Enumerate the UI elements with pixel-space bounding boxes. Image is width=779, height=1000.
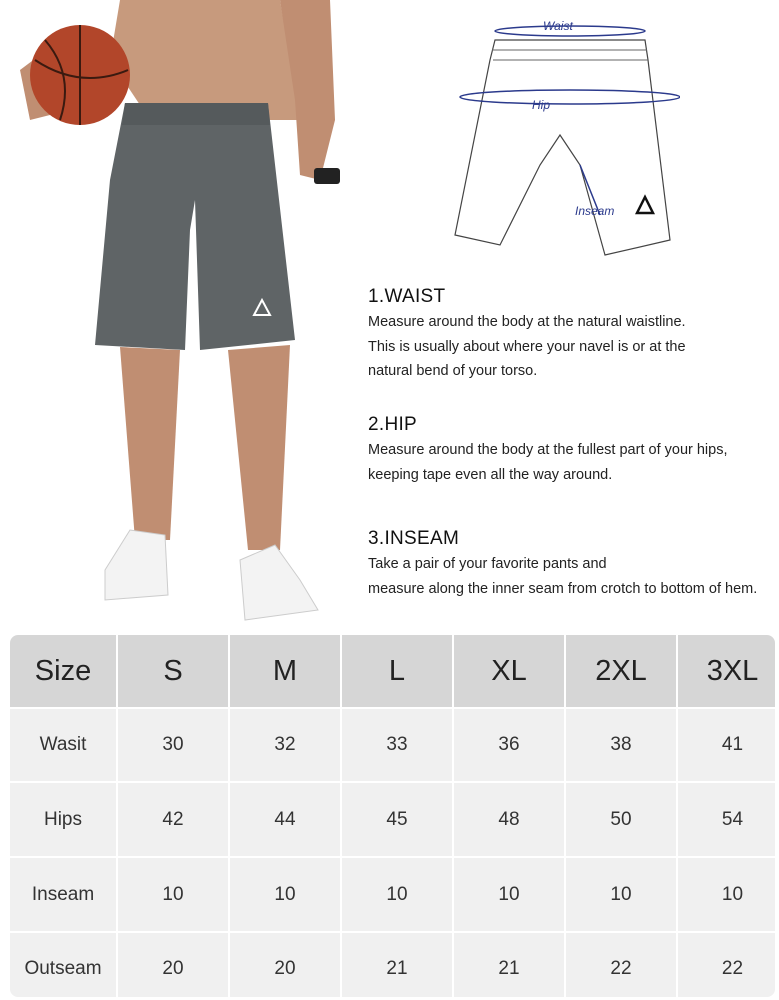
table-cell: 10 [678, 858, 775, 931]
row-label: Outseam [10, 933, 116, 997]
table-cell: 54 [678, 783, 775, 856]
brand-logo-icon [634, 194, 656, 215]
section-text: Take a pair of your favorite pants and me… [368, 556, 758, 597]
waist-label: Waist [543, 19, 573, 33]
table-cell: 36 [454, 709, 564, 781]
hip-label: Hip [532, 98, 550, 112]
table-cell: 48 [454, 783, 564, 856]
table-cell: 22 [566, 933, 676, 997]
row-label: Hips [10, 783, 116, 856]
table-cell: 45 [342, 783, 452, 856]
header-cell: XL [454, 635, 564, 707]
shorts-logo-icon [252, 297, 272, 316]
table-cell: 22 [678, 933, 775, 997]
table-cell: 32 [230, 709, 340, 781]
header-cell: S [118, 635, 228, 707]
table-cell: 42 [118, 783, 228, 856]
table-cell: 10 [566, 858, 676, 931]
table-cell: 44 [230, 783, 340, 856]
table-cell: 10 [118, 858, 228, 931]
table-cell: 21 [342, 933, 452, 997]
table-cell: 20 [118, 933, 228, 997]
header-cell: 3XL [678, 635, 775, 707]
section-title: 2.HIP [368, 414, 418, 435]
table-cell: 10 [454, 858, 564, 931]
inseam-section: 3.INSEAM Take a pair of your favorite pa… [368, 528, 757, 601]
row-label: Inseam [10, 858, 116, 931]
row-label: Wasit [10, 709, 116, 781]
table-cell: 38 [566, 709, 676, 781]
size-table: Size S M L XL 2XL 3XL Wasit 30 32 33 36 38 41 Hips 42 44… [10, 635, 775, 997]
model-photo [20, 0, 340, 621]
table-cell: 10 [342, 858, 452, 931]
table-cell: 10 [230, 858, 340, 931]
section-title: 3.INSEAM [368, 528, 460, 549]
right-sneaker [239, 544, 319, 621]
table-cell: 21 [454, 933, 564, 997]
table-cell: 50 [566, 783, 676, 856]
header-cell: Size [10, 635, 116, 707]
left-sneaker [104, 529, 169, 601]
section-text: Measure around the body at the natural w… [368, 314, 686, 379]
header-cell: M [230, 635, 340, 707]
table-cell: 33 [342, 709, 452, 781]
hip-section: 2.HIP Measure around the body at the ful… [368, 414, 728, 487]
section-title: 1.WAIST [368, 286, 446, 307]
table-cell: 41 [678, 709, 775, 781]
shorts-measurement-diagram: Waist Hip Inseam [454, 19, 680, 256]
header-cell: L [342, 635, 452, 707]
smartwatch [314, 168, 340, 184]
waist-section: 1.WAIST Measure around the body at the n… [368, 286, 686, 384]
shorts [95, 103, 295, 350]
section-text: Measure around the body at the fullest p… [368, 442, 728, 483]
inseam-label: Inseam [575, 204, 614, 218]
table-cell: 20 [230, 933, 340, 997]
header-cell: 2XL [566, 635, 676, 707]
model-legs [120, 345, 290, 550]
table-cell: 30 [118, 709, 228, 781]
